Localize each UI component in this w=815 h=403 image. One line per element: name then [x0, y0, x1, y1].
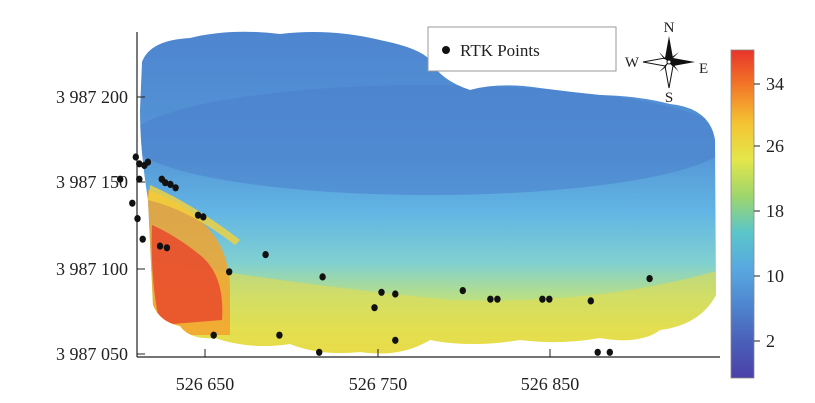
rtk-point — [487, 295, 494, 303]
colorbar-tick-label: 10 — [766, 266, 784, 286]
rtk-point — [392, 290, 399, 298]
rtk-point — [200, 213, 207, 221]
compass-east-label: E — [699, 61, 708, 77]
rtk-point — [139, 235, 146, 243]
rtk-point — [162, 179, 169, 187]
x-tick-label: 526 750 — [349, 374, 408, 394]
rtk-point — [646, 275, 653, 283]
rtk-point — [606, 348, 613, 356]
rtk-point — [210, 331, 217, 339]
x-tick-label: 526 650 — [176, 374, 235, 394]
compass-south-label: S — [665, 90, 673, 106]
rtk-point — [144, 158, 152, 166]
rtk-point — [194, 211, 202, 219]
rtk-point — [371, 304, 378, 312]
y-tick-label: 3 987 050 — [56, 344, 128, 364]
colorbar: 34 26 18 10 2 — [730, 49, 784, 379]
rtk-point — [539, 295, 546, 303]
y-tick-label: 3 987 150 — [56, 172, 128, 192]
rtk-point — [117, 175, 124, 183]
bathymetry-surface — [140, 31, 716, 354]
rtk-point — [132, 153, 139, 161]
rtk-point — [167, 180, 174, 188]
compass-rose-icon: N S E W — [625, 20, 708, 106]
rtk-point — [546, 295, 553, 303]
y-tick-label: 3 987 100 — [56, 259, 128, 279]
rtk-point — [262, 251, 269, 259]
colorbar-tick-label: 18 — [766, 201, 784, 221]
rtk-point — [226, 268, 233, 276]
rtk-point — [163, 244, 171, 252]
colorbar-tick-label: 34 — [766, 74, 784, 94]
rtk-point — [136, 160, 143, 168]
colorbar-bar — [730, 49, 755, 379]
rtk-points-layer — [117, 153, 653, 356]
rtk-point — [319, 273, 326, 281]
x-tick-group: 526 650 526 750 526 850 — [176, 349, 580, 394]
rtk-point — [459, 287, 466, 295]
legend: RTK Points — [427, 26, 617, 72]
rtk-point — [594, 348, 601, 356]
colorbar-tick-label: 26 — [766, 136, 784, 156]
colorbar-tick-label: 2 — [766, 331, 775, 351]
rtk-point — [392, 336, 399, 344]
rtk-point — [134, 215, 141, 223]
legend-marker — [442, 46, 450, 54]
rtk-point — [276, 331, 283, 339]
y-tick-group: 3 987 200 3 987 150 3 987 100 3 987 050 — [56, 87, 145, 364]
legend-label: RTK Points — [460, 41, 540, 60]
rtk-point — [378, 288, 385, 296]
compass-west-label: W — [625, 55, 640, 71]
rtk-point — [316, 348, 323, 356]
compass-north-label: N — [664, 20, 675, 36]
rtk-point — [494, 295, 501, 303]
rtk-point — [129, 199, 136, 207]
rtk-point — [172, 184, 179, 192]
rtk-point — [587, 297, 594, 305]
legend-box — [427, 26, 617, 72]
rtk-point — [156, 242, 164, 250]
y-tick-label: 3 987 200 — [56, 87, 128, 107]
x-tick-label: 526 850 — [521, 374, 580, 394]
rtk-point — [136, 175, 143, 183]
